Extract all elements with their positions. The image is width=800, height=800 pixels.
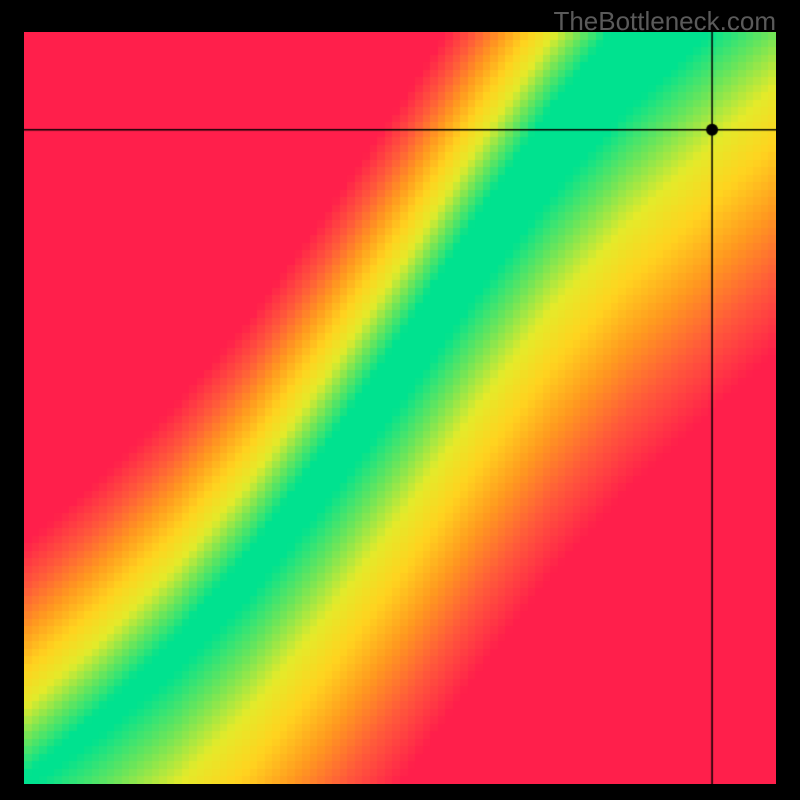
- bottleneck-heatmap: [24, 32, 776, 784]
- watermark-text: TheBottleneck.com: [553, 6, 776, 37]
- chart-container: { "watermark": "TheBottleneck.com", "cha…: [0, 0, 800, 800]
